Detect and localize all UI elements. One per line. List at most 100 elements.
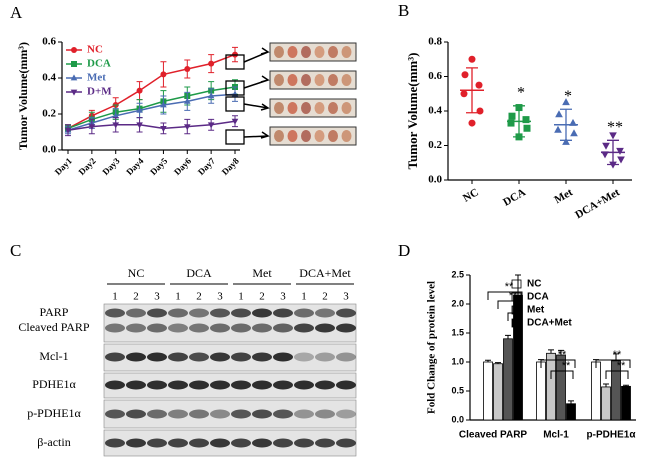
group-label: DCA+Met: [299, 266, 351, 280]
arrow: [243, 103, 270, 111]
band: [294, 323, 314, 333]
y-tick-label: 2.0: [451, 298, 464, 308]
error-bar: [568, 400, 574, 404]
band: [147, 308, 167, 318]
marker: [64, 127, 72, 134]
band: [189, 323, 209, 333]
marker: [460, 90, 468, 98]
lane-label: 1: [301, 291, 307, 303]
band: [231, 308, 251, 318]
marker: [183, 97, 191, 104]
marker: [231, 118, 239, 125]
marker: [616, 147, 624, 155]
bar: [566, 403, 576, 421]
lane-label: 1: [238, 291, 244, 303]
lane-label: 1: [112, 291, 118, 303]
error-bar: [558, 349, 564, 356]
band: [168, 409, 188, 419]
band: [210, 352, 230, 362]
y-tick-label: 0.5: [451, 385, 464, 395]
sd-bar: [560, 108, 572, 141]
tumor: [301, 102, 311, 114]
band: [189, 380, 209, 390]
band: [126, 308, 146, 318]
tumor: [314, 130, 325, 142]
band: [210, 308, 230, 318]
group-label: NC: [128, 266, 145, 280]
y-tick-label: 0.4: [42, 72, 56, 84]
marker: [207, 92, 215, 99]
band: [252, 308, 272, 318]
significance: **: [607, 119, 623, 136]
lane-label: 3: [343, 291, 349, 303]
tumor: [287, 74, 298, 86]
marker: [88, 124, 96, 131]
band: [147, 438, 167, 448]
marker: [475, 81, 483, 89]
y-tick-label: 0.8: [428, 36, 442, 48]
marker: [112, 122, 120, 129]
lane-label: 2: [196, 291, 202, 303]
significance: *: [564, 88, 572, 105]
legend-label: NC: [87, 44, 103, 56]
marker: [71, 61, 77, 67]
band: [294, 438, 314, 448]
marker: [554, 125, 562, 133]
significance: **: [509, 290, 518, 302]
band: [231, 323, 251, 333]
band: [168, 308, 188, 318]
band: [231, 352, 251, 362]
arrow: [243, 131, 270, 139]
blot-strip: [103, 343, 357, 372]
band: [294, 352, 314, 362]
tumor: [301, 74, 311, 86]
marker: [136, 106, 143, 113]
band: [336, 308, 356, 318]
marker: [562, 137, 570, 145]
lane-label: 3: [280, 291, 286, 303]
band: [294, 380, 314, 390]
marker: [609, 161, 617, 169]
marker: [468, 119, 476, 127]
legend-label: Met: [527, 305, 545, 316]
arrow: [243, 75, 270, 89]
band: [210, 380, 230, 390]
band: [315, 323, 335, 333]
blot-strip: [103, 303, 357, 343]
band: [252, 380, 272, 390]
marker: [461, 71, 469, 79]
band: [273, 409, 293, 419]
y-tick-label: 1.5: [451, 327, 464, 337]
legend-label: DCA: [527, 292, 549, 303]
lane-label: 3: [154, 291, 160, 303]
series-line: [67, 86, 236, 130]
marker: [609, 132, 617, 140]
band: [147, 323, 167, 333]
band: [105, 308, 125, 318]
y-tick-label: 0.2: [428, 139, 442, 151]
y-axis-label: Tumor Volume(mm³): [405, 53, 420, 170]
marker: [183, 124, 191, 131]
tumor: [287, 102, 298, 114]
y-tick-label: 0.6: [428, 70, 442, 82]
band: [273, 308, 293, 318]
band: [126, 409, 146, 419]
sd-bar: [607, 139, 619, 166]
significance: *: [517, 84, 525, 101]
band: [189, 308, 209, 318]
bar: [536, 361, 546, 421]
panel-label: B: [398, 1, 409, 20]
arrow: [243, 47, 270, 63]
band: [231, 438, 251, 448]
band: [252, 352, 272, 362]
band: [189, 409, 209, 419]
band: [147, 352, 167, 362]
significance-bracket: [507, 312, 521, 321]
band: [105, 380, 125, 390]
series-line: [67, 53, 236, 130]
y-tick-label: 0.0: [428, 174, 442, 186]
tumor: [341, 46, 352, 58]
marker: [508, 112, 516, 120]
bar: [513, 294, 523, 421]
